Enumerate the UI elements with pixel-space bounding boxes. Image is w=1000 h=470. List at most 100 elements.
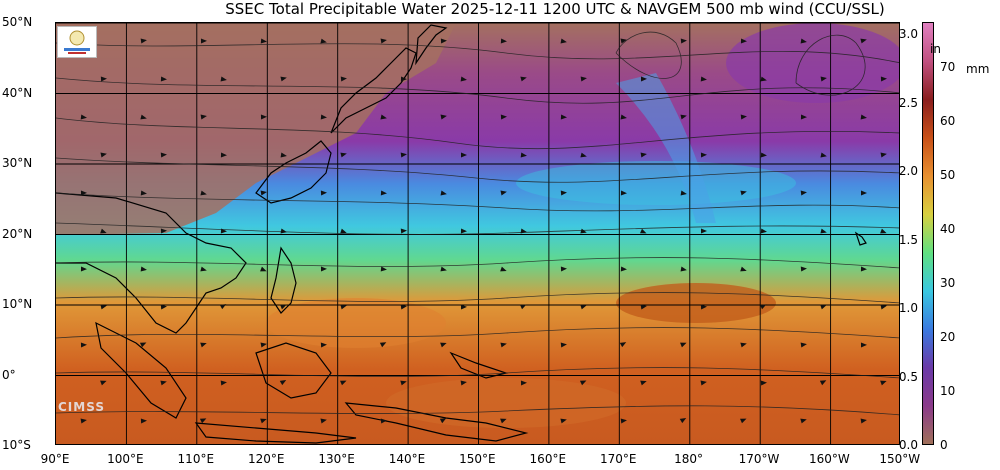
wind-arrowhead: [500, 266, 507, 272]
tpw-map-canvas: [56, 23, 899, 444]
wind-arrowhead: [400, 228, 407, 234]
longitude-label: 100°E: [107, 452, 144, 466]
wind-arrowhead: [340, 304, 347, 310]
wind-arrowhead: [80, 342, 87, 348]
wind-arrowhead: [640, 76, 647, 82]
wind-arrowhead: [740, 418, 747, 424]
wind-arrowhead: [580, 76, 587, 82]
wind-arrowhead: [820, 152, 827, 158]
colorbar-mm-tick: 60: [940, 114, 956, 129]
wind-arrowhead: [560, 266, 567, 272]
wind-arrowhead: [500, 190, 507, 196]
wind-arrowhead: [100, 76, 107, 82]
wind-arrowhead: [520, 380, 527, 386]
longitude-label: 110°E: [177, 452, 215, 466]
wind-arrowhead: [439, 418, 447, 424]
wind-arrowhead: [219, 304, 227, 310]
wind-arrowhead: [819, 380, 827, 386]
colorbar-in-tick: 1.5: [898, 232, 918, 247]
wind-arrowhead: [820, 76, 827, 82]
wind-arrowhead: [200, 38, 207, 44]
latitude-label: 10°N: [2, 297, 33, 311]
colorbar-unit-mm: mm: [966, 62, 990, 76]
wind-arrowhead: [880, 228, 887, 234]
wind-arrowhead: [740, 342, 747, 348]
wind-arrowhead: [680, 114, 687, 120]
wind-arrowhead: [80, 190, 87, 196]
wind-arrowhead: [620, 114, 627, 120]
logo-emblem: [64, 30, 90, 54]
latitude-label: 30°N: [2, 156, 33, 170]
wind-arrowhead: [500, 38, 507, 44]
wind-arrowhead: [380, 190, 387, 196]
wind-arrowhead: [80, 114, 87, 120]
wind-arrowhead: [700, 304, 707, 310]
wind-arrowhead: [520, 152, 527, 158]
wind-arrowhead: [579, 380, 587, 386]
colorbar-in-tick: 3.0: [898, 27, 918, 41]
wind-arrowhead: [740, 114, 747, 120]
tpw-map: [55, 22, 900, 445]
wind-arrowhead: [640, 152, 647, 158]
wind-arrowhead: [280, 76, 287, 82]
wind-arrowhead: [500, 114, 507, 120]
wind-arrowhead: [200, 190, 207, 196]
wind-arrowhead: [440, 342, 447, 348]
wind-arrowhead: [200, 266, 207, 272]
wind-arrowhead: [500, 342, 507, 348]
wind-arrowhead: [560, 342, 567, 348]
wind-arrowhead: [800, 190, 807, 196]
wind-arrowhead: [440, 190, 447, 196]
wind-arrowhead: [200, 114, 207, 120]
wind-arrowhead: [380, 418, 387, 424]
longitude-label: 170°W: [738, 452, 780, 466]
wind-arrowhead: [861, 190, 867, 196]
atmospheric-river: [616, 73, 716, 223]
wind-arrowhead: [460, 380, 467, 386]
wind-arrowhead: [340, 76, 347, 82]
wind-arrowhead: [220, 152, 227, 158]
wind-arrowhead: [440, 266, 447, 272]
wind-arrowhead: [640, 380, 647, 386]
wind-arrowhead: [461, 152, 467, 158]
wind-arrowhead: [520, 228, 527, 234]
wind-arrowhead: [140, 114, 147, 120]
colorbar-mm-tick: 20: [940, 330, 956, 345]
wind-arrowhead: [220, 380, 227, 386]
wind-arrowhead: [880, 380, 887, 386]
moist-band: [266, 298, 446, 348]
wind-arrowhead: [220, 228, 227, 234]
wind-arrowhead: [400, 304, 407, 310]
wind-arrowhead: [860, 114, 867, 120]
wind-arrowhead: [580, 152, 587, 158]
wind-arrowhead: [580, 228, 587, 234]
wind-arrowhead: [260, 38, 267, 44]
wind-arrowhead: [880, 76, 887, 82]
wind-arrowhead: [260, 114, 267, 120]
wind-arrowhead: [740, 38, 747, 44]
longitude-label: 150°W: [879, 452, 921, 466]
longitude-label: 150°E: [459, 452, 496, 466]
wind-arrowhead: [860, 266, 867, 272]
moist-band: [616, 283, 776, 323]
colorbar-mm-tick: 70: [940, 60, 956, 75]
wind-arrowhead: [680, 266, 687, 272]
wind-arrowhead: [760, 228, 767, 234]
wind-arrowhead: [140, 190, 147, 196]
wind-arrowhead: [380, 266, 387, 272]
wind-arrowhead: [199, 418, 207, 424]
wind-arrowhead: [160, 152, 167, 158]
wind-arrowhead: [460, 228, 467, 234]
wind-arrowhead: [679, 418, 687, 424]
wind-arrowhead: [400, 152, 407, 158]
colorbar-in-tick: 2.5: [898, 95, 918, 110]
wind-arrowhead: [280, 304, 287, 310]
wind-arrowhead: [520, 76, 527, 82]
wind-arrowhead: [700, 152, 707, 158]
longitude-label: 140°E: [388, 452, 426, 466]
wind-arrowhead: [740, 190, 747, 196]
wind-arrowhead: [220, 76, 227, 82]
wind-arrowhead: [620, 266, 627, 272]
wind-arrowhead: [340, 152, 347, 158]
wind-arrowhead: [860, 38, 867, 44]
